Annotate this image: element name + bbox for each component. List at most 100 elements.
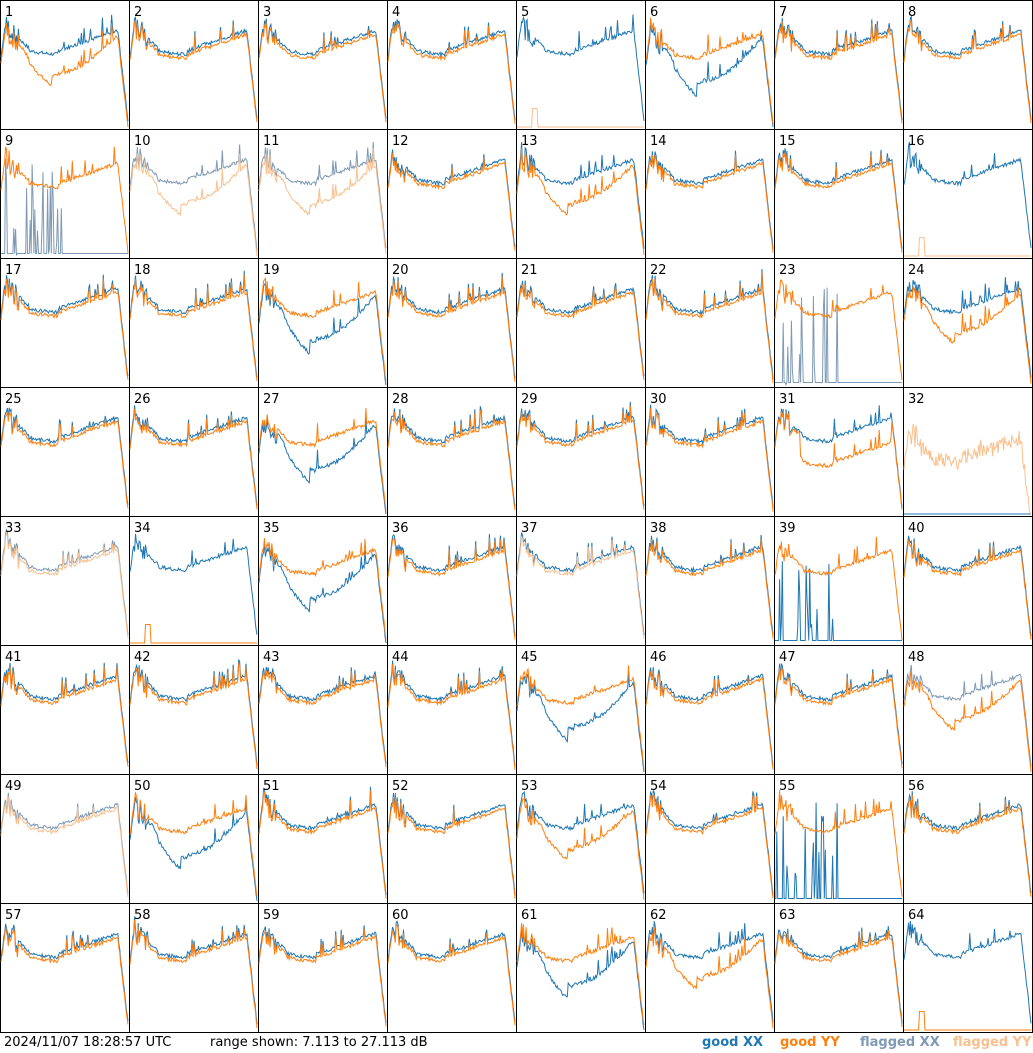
footer: 2024/11/07 18:28:57 UTC range shown: 7.1… [0,1033,1033,1053]
panel-label: 57 [5,908,22,923]
series-yy [0,796,129,898]
series-xx [645,268,774,380]
series-yy [516,148,645,255]
series-yy [0,927,129,1025]
series-xx [0,923,129,1021]
panel-label: 7 [779,5,787,20]
panel-label: 39 [779,521,796,536]
panel-label: 29 [521,392,538,407]
panel-label: 46 [650,650,667,665]
panel-label: 20 [392,263,409,278]
panel-frame [258,774,388,904]
series-yy [645,17,774,125]
series-xx [775,561,902,641]
series-xx [258,542,387,644]
series-xx [387,660,516,767]
series-yy [387,796,516,899]
series-xx [903,277,1032,378]
series-xx [516,672,645,773]
series-yy [645,927,774,1029]
series-yy [129,274,258,381]
series-yy [645,408,774,512]
panel-label: 8 [908,5,916,20]
series-yy [387,664,516,771]
panel-frame [0,387,130,517]
panel-frame [129,129,259,259]
panel-label: 62 [650,908,667,923]
series-yy [258,790,387,899]
panel-frame [387,387,517,517]
series-xx [387,920,516,1022]
panel-frame [516,516,646,646]
series-xx [0,14,129,122]
series-yy [903,539,1032,640]
series-xx [645,404,774,508]
series-yy [903,285,1032,384]
series-xx [129,270,258,378]
series-yy [774,152,903,253]
series-yy [516,665,645,770]
panel-label: 37 [521,521,538,536]
panel-label: 1 [5,5,13,20]
series-xx [774,405,903,508]
series-yy [0,278,129,380]
panel-frame [258,258,388,388]
series-yy [774,536,903,641]
panel-frame [516,0,646,130]
series-xx [0,407,129,505]
panel-label: 31 [779,392,796,407]
series-xx [258,141,387,249]
series-yy [774,667,903,768]
series-yy [903,671,1032,773]
series-xx [258,666,387,764]
panel-label: 51 [263,779,280,794]
panel-label: 28 [392,392,409,407]
panel-label: 27 [263,392,280,407]
series-xx [129,405,258,506]
series-xx [774,148,903,249]
series-yy [258,929,387,1027]
panel-frame [774,645,904,775]
panel-frame [129,645,259,775]
panel-label: 5 [521,5,529,20]
panel-frame [774,258,904,388]
panel-label: 63 [779,908,796,923]
panel-frame [0,0,130,130]
panel-frame [258,516,388,646]
series-xx [645,534,774,635]
series-yy [903,794,1032,897]
panel-frame [0,774,130,904]
panel-label: 16 [908,134,925,149]
panel-label: 23 [779,263,796,278]
series-xx [645,667,774,767]
series-yy [516,405,645,510]
series-yy [903,423,1032,515]
series-xx [903,920,1032,1024]
series-xx [775,287,902,386]
series-xx [0,274,129,377]
series-yy [517,108,644,128]
panel-label: 12 [392,134,409,149]
panel-frame [387,0,517,130]
panel-label: 35 [263,521,280,536]
panel-frame [774,516,904,646]
series-yy [516,796,645,900]
series-yy [903,19,1032,124]
series-xx [903,15,1032,120]
panel-frame [645,645,775,775]
series-yy [645,793,774,899]
series-yy [774,929,903,1027]
series-yy [258,538,387,640]
panel-label: 10 [134,134,151,149]
panel-label: 36 [392,521,409,536]
series-xx [0,528,129,635]
series-yy [516,536,645,639]
panel-label: 33 [5,521,22,536]
panel-label: 40 [908,521,925,536]
series-yy [645,670,774,770]
panel-frame [258,903,388,1033]
panel-label: 2 [134,5,142,20]
series-xx [129,16,258,119]
panel-frame [0,645,130,775]
series-xx [387,19,516,121]
